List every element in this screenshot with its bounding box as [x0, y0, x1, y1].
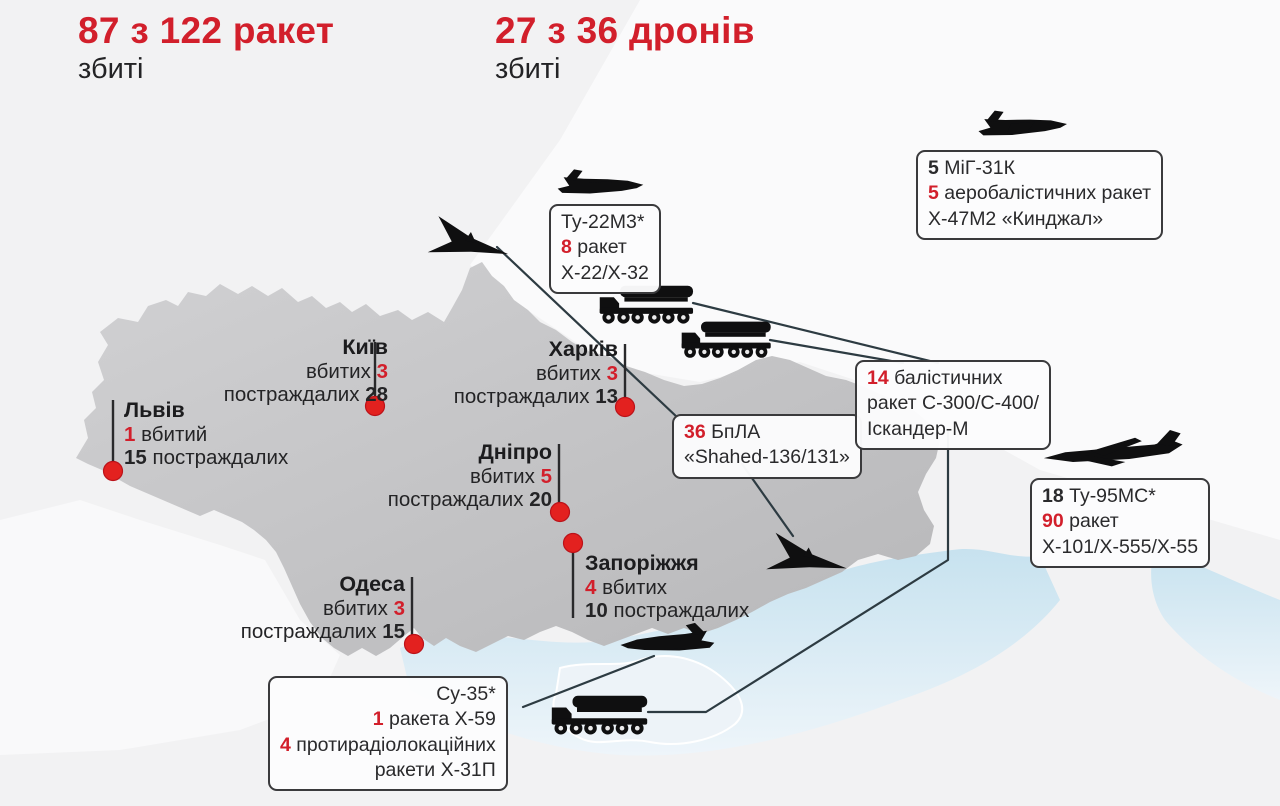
city-name: Львів	[124, 398, 185, 422]
city-injured-stat: постраждалих 20	[387, 487, 552, 511]
weapon-line: Х-101/Х-555/Х-55	[1042, 535, 1199, 558]
city-marker-dot-kyiv	[364, 395, 386, 417]
city-injured-stat: 10 постраждалих	[585, 598, 750, 622]
weapon-box-su35: Су-35* 1 ракета Х-59 4 протирадіолокацій…	[268, 676, 508, 792]
missiles-downed-label: збиті	[78, 52, 144, 85]
city-name: Дніпро	[478, 440, 552, 464]
weapon-box-mig31k: 5 МіГ-31К 5 аеробалістичних ракет Х-47М2…	[916, 150, 1164, 241]
connector-launcher2-to-ballistic-box	[768, 338, 905, 365]
missile-launcher-icon-2	[681, 321, 771, 358]
city-killed-stat: 1 вбитий	[124, 422, 208, 446]
weapon-line: 8 ракет	[561, 236, 627, 259]
weapon-line: 18 Ту-95МС*	[1042, 485, 1156, 507]
shahed-drone-icon	[427, 216, 509, 255]
missiles-downed-summary: 87 з 122 ракет збиті	[78, 10, 335, 85]
city-killed-stat: вбитих 3	[322, 596, 405, 620]
city-injured-stat: постраждалих 13	[453, 384, 618, 408]
drones-downed-headline: 27 з 36 дронів	[495, 10, 755, 51]
city-injured-stat: постраждалих 28	[223, 382, 388, 406]
city-label-odesa: Одеса вбитих 3 постраждалих 15	[241, 572, 405, 643]
drones-downed-summary: 27 з 36 дронів збиті	[495, 10, 755, 85]
ukraine-landmass	[76, 262, 940, 656]
city-name: Харків	[548, 337, 618, 361]
weapon-box-shahed-drones: 36 БпЛА «Shahed-136/131»	[672, 414, 862, 479]
su35-jet-icon	[620, 622, 715, 651]
city-marker-dot-lviv	[102, 460, 124, 482]
weapon-line: 14 балістичних	[867, 367, 1003, 389]
connector-su35-box-to-jet	[521, 654, 656, 709]
connector-ballistic-box-to-launcher3	[646, 429, 950, 714]
weapon-line: 1 ракета Х-59	[372, 708, 496, 731]
city-label-zaporizhzhia: Запоріжжя 4 вбитих 10 постраждалих	[585, 551, 749, 622]
city-killed-stat: вбитих 5	[469, 464, 552, 488]
city-injured-stat: 15 постраждалих	[124, 445, 289, 469]
missiles-downed-headline: 87 з 122 ракет	[78, 10, 335, 51]
weapon-line: «Shahed-136/131»	[684, 446, 850, 469]
city-killed-stat: вбитих 3	[305, 359, 388, 383]
neighbour-land-northeast	[470, 0, 1280, 540]
city-name: Київ	[342, 335, 388, 359]
mig31k-jet-icon	[978, 110, 1067, 136]
drones-downed-label: збиті	[495, 52, 561, 85]
weapon-line: ракет С-300/С-400/	[867, 392, 1040, 415]
weapon-box-ballistic: 14 балістичних ракет С-300/С-400/ Ісканд…	[855, 360, 1052, 451]
weapon-line: ракети Х-31П	[374, 759, 496, 782]
weapon-line: 4 протирадіолокаційних	[280, 733, 496, 756]
sea-right-edge	[1151, 548, 1280, 700]
city-marker-dot-zaporizhzhia	[562, 532, 584, 554]
city-label-lviv: Львів 1 вбитий 15 постраждалих	[124, 398, 288, 469]
shahed-drone-icon-2	[766, 532, 847, 570]
neighbour-land-southwest	[0, 500, 340, 755]
weapon-box-tu95ms: 18 Ту-95МС* 90 ракет Х-101/Х-555/Х-55	[1030, 478, 1211, 569]
weapon-line: Х-47М2 «Кинджал»	[928, 207, 1104, 230]
city-killed-stat: 4 вбитих	[585, 575, 668, 599]
weapon-line: 5 МіГ-31К	[928, 157, 1015, 179]
tu95-bomber-icon	[1043, 429, 1183, 467]
connector-drone-to-shahed-box	[495, 245, 680, 420]
city-marker-dot-odesa	[403, 633, 425, 655]
weapon-line: 5 аеробалістичних ракет	[928, 182, 1152, 205]
city-name: Одеса	[339, 572, 405, 596]
city-marker-dot-kharkiv	[614, 396, 636, 418]
weapon-line: Су-35*	[436, 683, 496, 705]
weapon-line: 90 ракет	[1042, 510, 1119, 533]
tu22m3-jet-icon	[557, 169, 644, 194]
city-label-kharkiv: Харків вбитих 3 постраждалих 13	[454, 337, 618, 408]
weapon-line: Х-22/Х-32	[561, 261, 649, 284]
connector-launcher1-to-ballistic-box	[691, 301, 940, 365]
missile-launcher-icon-3	[551, 695, 648, 735]
city-name: Запоріжжя	[585, 551, 699, 575]
city-injured-stat: постраждалих 15	[240, 619, 405, 643]
city-marker-dot-dnipro	[549, 501, 571, 523]
weapon-line: Ту-22М3*	[561, 211, 645, 233]
weapon-line: 36 БпЛА	[684, 421, 761, 443]
weapon-line: Іскандер-М	[867, 417, 969, 440]
city-killed-stat: вбитих 3	[535, 361, 618, 385]
weapon-box-tu22m3: Ту-22М3* 8 ракет Х-22/Х-32	[549, 204, 661, 295]
city-label-dnipro: Дніпро вбитих 5 постраждалих 20	[388, 440, 552, 511]
city-label-kyiv: Київ вбитих 3 постраждалих 28	[224, 335, 388, 406]
